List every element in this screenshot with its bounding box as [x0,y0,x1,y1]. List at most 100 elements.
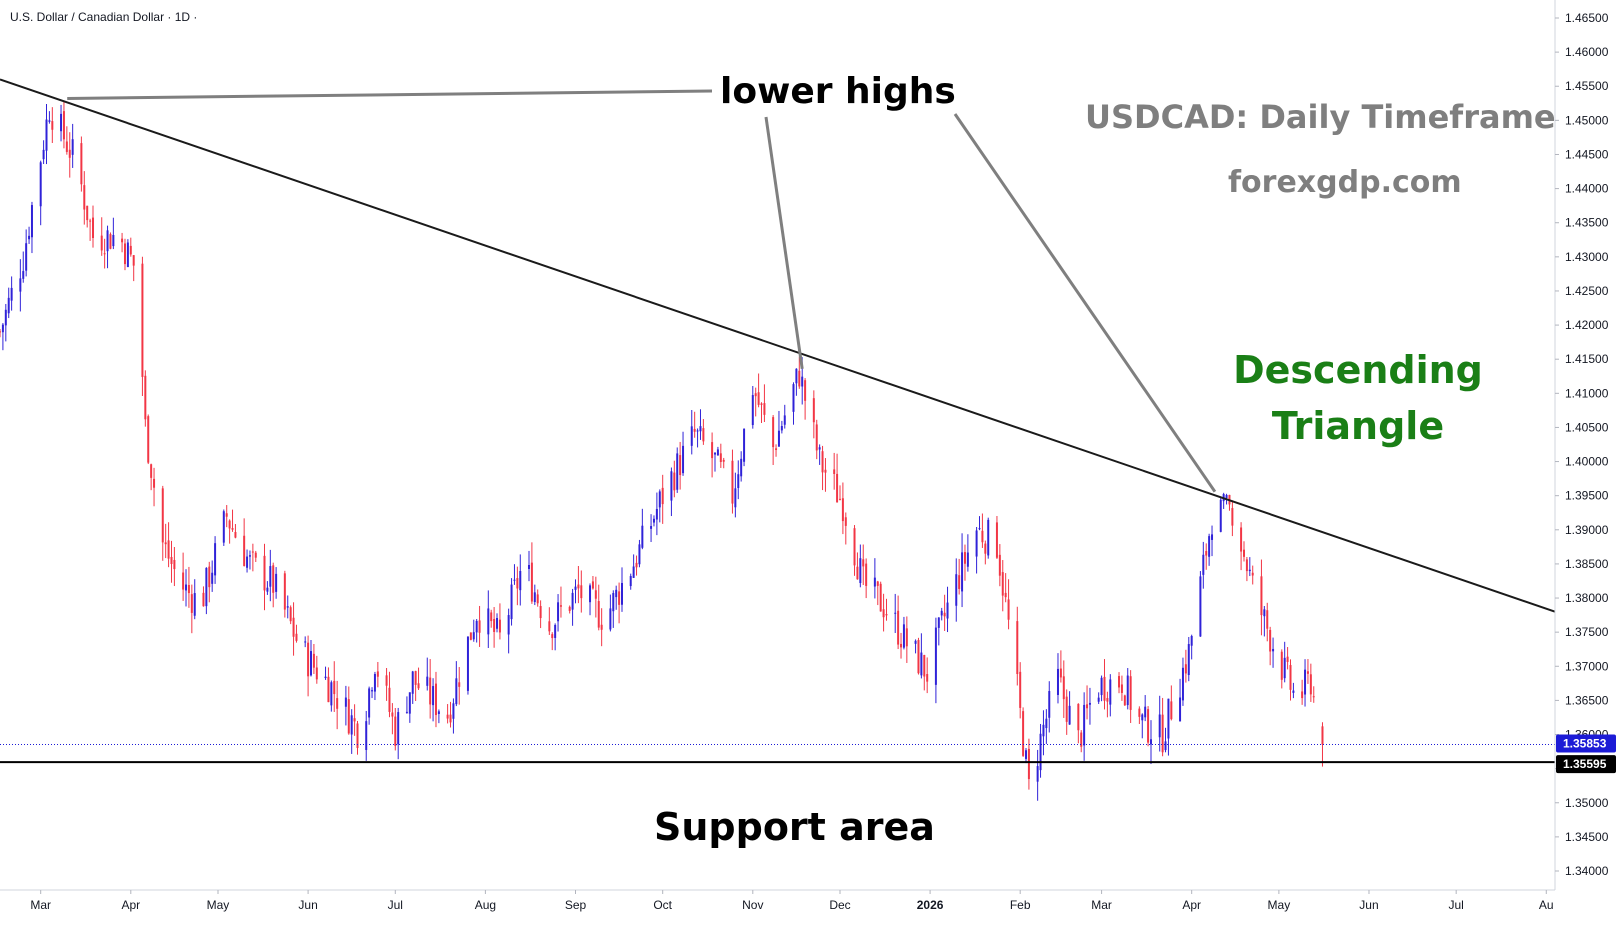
candle-body [414,671,417,685]
descending-trendline[interactable] [0,78,1556,613]
candle-body [1283,657,1286,679]
candle-body [1184,664,1187,674]
candle-body [1240,527,1243,552]
candle-body [1088,702,1091,705]
time-axis[interactable]: Mar Apr May Jun Jul Aug Sep Oct Nov Dec 2026 Feb Mar… [30,890,1554,912]
candle-body [246,556,249,568]
price-tick-label: 1.46000 [1565,45,1609,59]
price-tick-label: 1.44000 [1565,182,1609,196]
candle-body [1045,718,1048,729]
candle-body [19,278,22,292]
candle-body [722,459,725,462]
candle-body [894,612,897,614]
candle-body [496,618,499,629]
candle-body [621,582,623,605]
pattern-label-line1: Descending [1233,348,1483,392]
candle-body [838,498,841,500]
candle-body [1144,706,1147,718]
candle-body [289,607,292,622]
symbol-title: U.S. Dollar / Canadian Dollar · 1D · [10,10,197,24]
candle-body [411,671,414,694]
candle-body [702,428,705,442]
time-tick-label: Nov [742,898,763,912]
candle-body [487,608,490,635]
candle-body [940,610,943,616]
candle-body [841,498,844,522]
candle-body [920,652,923,676]
price-tick-label: 1.44500 [1565,147,1609,161]
candle-body [312,653,315,668]
candle-body [652,518,655,523]
candle-body [731,460,734,504]
candle-body [475,620,478,633]
candle-body [10,287,13,301]
candle-body [1219,499,1222,532]
candle-body [1048,691,1051,718]
candle-body [1304,669,1307,695]
candle-body [507,615,510,635]
candle-body [1167,698,1170,739]
lower-high-pointer-2 [764,116,804,370]
candle-body [144,375,147,420]
candle-body [478,620,481,633]
candle-body [859,558,862,584]
price-axis[interactable]: 1.46500 1.46000 1.45500 1.45000 1.44500 1.440… [1555,11,1609,878]
time-tick-label: May [207,898,230,912]
candle-body [527,564,530,569]
candle-body [429,677,432,705]
candle-body [966,552,969,567]
candle-body [923,654,926,677]
candle-body [539,606,542,619]
time-tick-label: Jun [298,898,317,912]
candle-body [458,682,461,687]
candle-body [946,602,949,619]
candle-body [350,715,353,735]
candle-body [51,121,54,130]
candle-body [1266,610,1269,629]
candle-body [1260,576,1263,616]
candle-body [286,606,289,608]
candle-body [1309,674,1312,695]
candle-body [882,609,885,618]
candle-body [65,141,68,152]
candle-body [48,120,51,122]
candle-body [682,445,685,474]
support-price-tag: 1.35595 [1556,755,1616,774]
candle-body [391,712,394,717]
candle-body [365,721,368,750]
price-tick-label: 1.42500 [1565,284,1609,298]
candle-body [696,430,699,432]
price-tick-label: 1.35000 [1565,796,1609,810]
candle-body [975,530,978,557]
candle-body [304,641,307,643]
candle-body [1042,724,1045,737]
candle-body [934,627,937,685]
candle-body [208,566,211,588]
candle-body [408,692,411,714]
time-tick-label: May [1268,898,1291,912]
candle-body [417,683,420,689]
candle-body [1202,554,1205,575]
candle-body [1001,572,1004,596]
price-tick-label: 1.34500 [1565,830,1609,844]
candle-body [30,205,33,238]
price-tick-label: 1.43000 [1565,250,1609,264]
candle-body [185,584,188,591]
candle-body [205,567,208,607]
candle-body [513,579,516,581]
candle-body [673,472,676,491]
price-tick-label: 1.38500 [1565,557,1609,571]
candle-body [856,566,859,580]
candle-body [469,632,472,640]
candle-body [1129,676,1132,710]
time-tick-label: Mar [1091,898,1112,912]
candle-body [1059,668,1062,678]
candle-body [734,488,737,508]
candle-body [86,205,89,221]
candle-body [568,606,571,611]
candle-body [248,555,251,557]
candle-body [1280,651,1283,680]
candle-body [754,393,757,397]
